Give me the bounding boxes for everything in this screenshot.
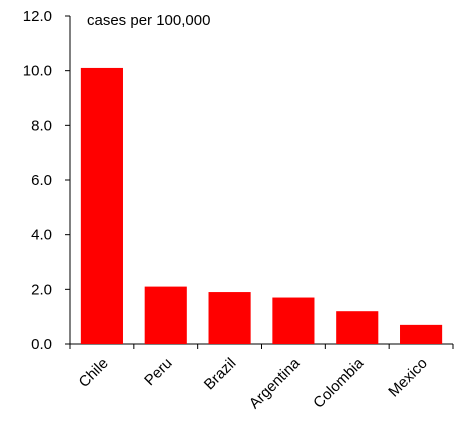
x-tick-label: Brazil: [201, 355, 240, 394]
unit-label: cases per 100,000: [87, 12, 210, 29]
x-axis: [69, 343, 454, 349]
x-tick-labels: Chile Peru Brazil Argentina Colombia Mexico: [76, 354, 431, 412]
bar-series: [80, 67, 443, 344]
y-tick-label: 2.0: [31, 281, 52, 298]
x-tick-label: Argentina: [246, 354, 304, 412]
y-axis: [65, 15, 71, 345]
bar-argentina: [272, 297, 315, 344]
y-tick-label: 12.0: [23, 8, 52, 25]
bar-colombia: [336, 311, 379, 344]
y-tick-label: 10.0: [23, 63, 52, 80]
y-tick-label: 8.0: [31, 117, 52, 134]
y-tick-label: 4.0: [31, 227, 52, 244]
y-tick-label: 6.0: [31, 172, 52, 189]
x-tick-label: Chile: [76, 355, 112, 391]
y-tick-labels: 0.0 2.0 4.0 6.0 8.0 10.0 12.0: [23, 8, 52, 353]
bar-peru: [144, 286, 187, 344]
bar-brazil: [208, 292, 251, 344]
bar-mexico: [400, 324, 443, 344]
y-tick-label: 0.0: [31, 336, 52, 353]
x-tick-label: Mexico: [385, 355, 431, 401]
x-tick-label: Peru: [141, 355, 175, 389]
x-tick-label: Colombia: [310, 354, 367, 411]
bar-chile: [80, 67, 123, 344]
